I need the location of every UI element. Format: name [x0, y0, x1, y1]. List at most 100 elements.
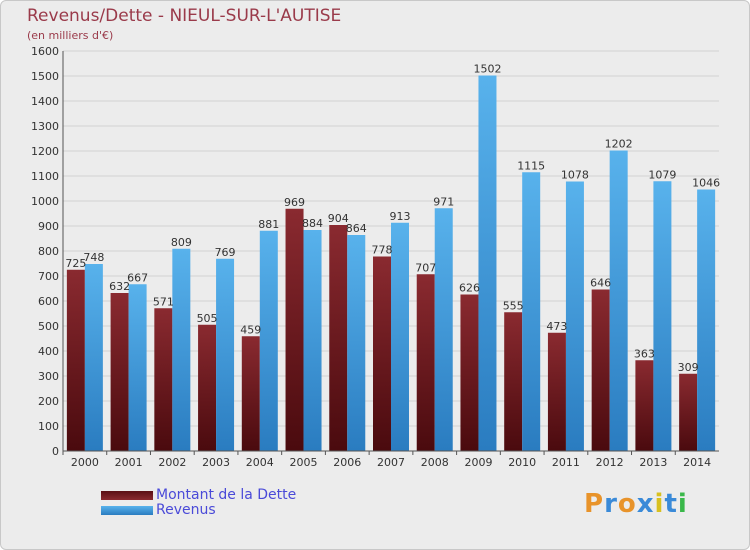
y-tick-label: 900: [38, 220, 59, 233]
bar-revenue: [565, 181, 584, 451]
data-label-debt: 626: [459, 282, 480, 295]
y-tick-label: 400: [38, 345, 59, 358]
data-label-debt: 363: [634, 347, 655, 360]
bar-revenue: [84, 264, 103, 451]
data-label-revenue: 809: [171, 236, 192, 249]
bar-revenue: [609, 150, 628, 451]
data-label-revenue: 1115: [517, 159, 545, 172]
bar-revenue: [259, 230, 278, 451]
data-label-revenue: 884: [302, 217, 323, 230]
data-label-revenue: 971: [433, 195, 454, 208]
y-tick-label: 700: [38, 270, 59, 283]
y-tick-label: 500: [38, 320, 59, 333]
bar-debt: [460, 294, 479, 451]
logo-letter: P: [584, 489, 605, 519]
bar-debt: [285, 208, 304, 451]
data-label-debt: 505: [197, 312, 218, 325]
data-label-revenue: 1079: [648, 168, 676, 181]
y-tick-label: 1400: [31, 95, 59, 108]
logo-letter: i: [677, 489, 688, 519]
bar-revenue: [216, 258, 235, 451]
logo-letter: i: [654, 489, 665, 519]
y-tick-label: 1300: [31, 120, 59, 133]
legend-swatch-debt: [101, 490, 153, 500]
chart-subtitle: (en milliers d'€): [27, 29, 114, 42]
y-tick-label: 100: [38, 420, 59, 433]
data-label-debt: 473: [546, 320, 567, 333]
data-label-debt: 459: [240, 323, 261, 336]
bar-revenue: [434, 208, 453, 451]
bar-revenue: [697, 189, 716, 451]
data-label-debt: 707: [415, 261, 436, 274]
x-tick-label: 2002: [158, 456, 186, 469]
axes: [62, 51, 719, 452]
x-tick-label: 2009: [464, 456, 492, 469]
data-label-revenue: 913: [390, 210, 411, 223]
bar-debt: [547, 332, 566, 451]
data-label-debt: 632: [109, 280, 130, 293]
data-label-debt: 778: [372, 244, 393, 257]
bar-debt: [591, 289, 610, 451]
bar-revenue: [172, 248, 191, 451]
bar-debt: [635, 360, 654, 451]
data-label-debt: 646: [590, 277, 611, 290]
y-tick-label: 1600: [31, 45, 59, 58]
logo-letter: t: [664, 489, 678, 519]
bars: [66, 75, 716, 451]
x-tick-label: 2003: [202, 456, 230, 469]
x-tick-label: 2007: [377, 456, 405, 469]
x-tick-label: 2006: [333, 456, 361, 469]
bar-debt: [66, 269, 85, 451]
x-tick-label: 2010: [508, 456, 536, 469]
bar-revenue: [303, 230, 322, 451]
x-tick-label: 2014: [683, 456, 711, 469]
bar-revenue: [522, 172, 541, 451]
legend-swatch-revenue: [101, 505, 153, 515]
bar-debt: [504, 312, 523, 451]
bar-debt: [154, 308, 173, 451]
logo-letter: r: [604, 489, 618, 519]
y-tick-label: 300: [38, 370, 59, 383]
bar-debt: [679, 373, 698, 451]
bar-debt: [198, 324, 217, 451]
y-tick-label: 1500: [31, 70, 59, 83]
data-label-revenue: 1502: [473, 63, 501, 76]
data-label-revenue: 1078: [561, 169, 589, 182]
x-tick-label: 2001: [115, 456, 143, 469]
y-tick-label: 0: [52, 445, 59, 458]
data-label-debt: 555: [503, 299, 524, 312]
chart-title: Revenus/Dette - NIEUL-SUR-L'AUTISE: [27, 6, 342, 26]
bar-revenue: [478, 75, 497, 451]
bar-revenue: [653, 181, 672, 451]
y-tick-label: 1200: [31, 145, 59, 158]
legend-label-debt: Montant de la Dette: [156, 487, 297, 503]
logo-letter: x: [636, 489, 655, 519]
logo-letter: o: [617, 489, 637, 519]
data-label-revenue: 748: [83, 251, 104, 264]
y-tick-label: 800: [38, 245, 59, 258]
bar-revenue: [347, 235, 366, 451]
data-label-revenue: 667: [127, 271, 148, 284]
y-tick-label: 1100: [31, 170, 59, 183]
data-label-revenue: 1046: [692, 177, 720, 190]
data-label-revenue: 881: [258, 218, 279, 231]
x-tick-label: 2012: [596, 456, 624, 469]
bar-revenue: [128, 284, 147, 451]
y-tick-label: 200: [38, 395, 59, 408]
bar-debt: [329, 225, 348, 451]
proxiti-logo: Proxiti: [584, 489, 688, 519]
data-label-revenue: 864: [346, 222, 367, 235]
legend-item-revenue: Revenus: [101, 503, 216, 517]
data-label-debt: 904: [328, 212, 349, 225]
y-tick-labels: 0 100 200 300 400 500 600 700 800 900 1000 1100 1200…: [31, 45, 59, 458]
data-label-debt: 969: [284, 196, 305, 209]
bar-debt: [110, 293, 129, 451]
data-label-revenue: 1202: [605, 138, 633, 151]
bar-revenue: [391, 222, 409, 451]
x-tick-label: 2013: [639, 456, 667, 469]
bar-debt: [373, 256, 391, 451]
x-tick-label: 2005: [290, 456, 318, 469]
